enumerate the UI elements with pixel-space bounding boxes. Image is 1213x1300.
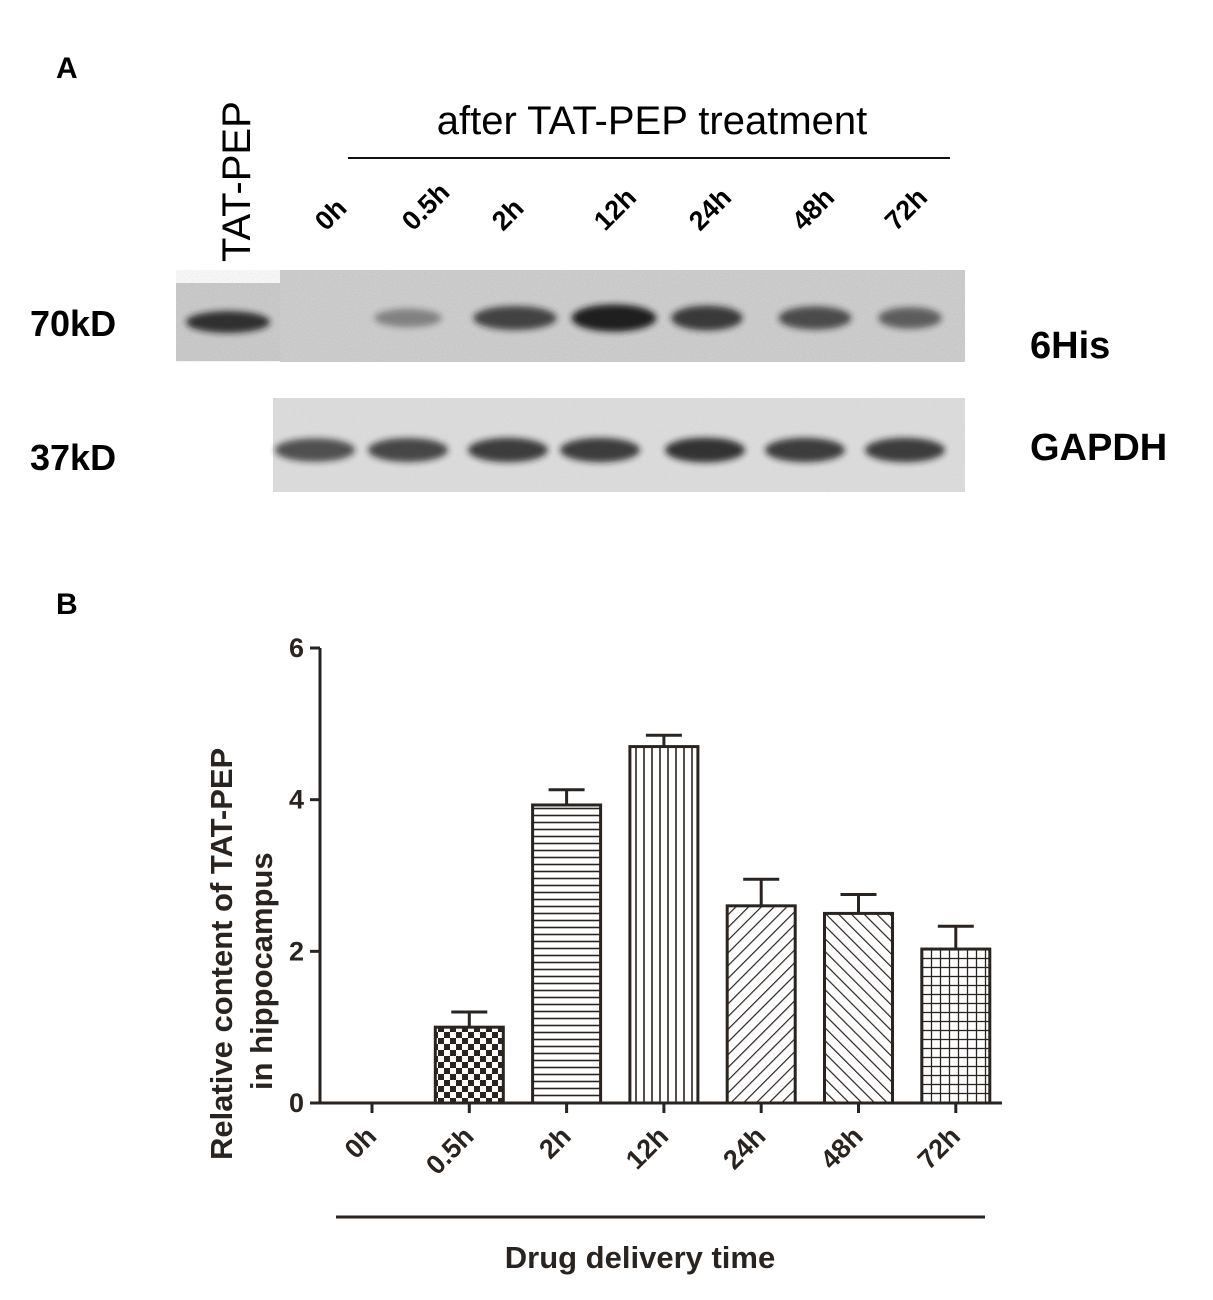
marker-70kd: 70kD (30, 303, 116, 344)
band-gapdh-24h (665, 437, 745, 463)
reference-lane-label: TAT-PEP (215, 101, 259, 262)
band-6his-48h (778, 306, 852, 330)
x-tick-label-72h: 72h (912, 1121, 966, 1175)
x-tick-label-2h: 2h (533, 1121, 576, 1164)
y-axis-title-line1: Relative content of TAT-PEP (204, 748, 239, 1160)
panel-b-letter: B (56, 588, 78, 621)
x-tick-label-0h: 0h (339, 1121, 382, 1164)
blot-6his (176, 270, 965, 362)
label-6his: 6His (1030, 325, 1110, 367)
lane-label-2h: 2h (486, 193, 529, 236)
band-6his-reference (186, 311, 270, 333)
band-6his-12h (571, 304, 657, 332)
y-tick-label-2: 2 (289, 936, 304, 966)
band-gapdh-0h (275, 438, 355, 462)
lane-labels: 0h 0.5h 2h 12h 24h 48h 72h (309, 177, 933, 236)
band-6his-72h (878, 307, 942, 329)
band-6his-2h (473, 306, 557, 330)
lane-label-24h: 24h (683, 182, 737, 236)
band-gapdh-72h (865, 437, 945, 463)
x-tick-label-48h: 48h (815, 1121, 869, 1175)
y-tick-label-4: 4 (289, 785, 304, 815)
y-axis-ticks: 0 2 4 6 (289, 633, 320, 1118)
marker-37kd: 37kD (30, 437, 116, 478)
lane-label-72h: 72h (879, 182, 933, 236)
x-axis-ticks: 0h 0.5h 2h 12h 24h 48h 72h (339, 1103, 966, 1180)
band-gapdh-2h (468, 437, 548, 463)
y-axis-title-line2: in hippocampus (244, 852, 279, 1090)
lane-label-0h: 0h (309, 193, 352, 236)
band-gapdh-48h (765, 437, 845, 463)
lane-label-0.5h: 0.5h (396, 177, 455, 236)
panel-a-letter: A (56, 52, 78, 85)
bar-24h (725, 904, 797, 1105)
lane-label-12h: 12h (588, 182, 642, 236)
y-tick-label-6: 6 (289, 633, 304, 663)
bands-6his (186, 304, 942, 333)
label-gapdh: GAPDH (1030, 427, 1167, 469)
bar-12h (628, 745, 700, 1105)
bands-gapdh (275, 437, 945, 463)
bars (433, 733, 992, 1105)
x-tick-label-24h: 24h (717, 1121, 771, 1175)
x-tick-label-0.5h: 0.5h (420, 1121, 479, 1180)
y-tick-label-0: 0 (289, 1088, 304, 1118)
bar-48h (823, 911, 894, 1105)
bar-72h (920, 947, 992, 1105)
lane-label-48h: 48h (786, 182, 840, 236)
y-axis-title: Relative content of TAT-PEP (204, 748, 239, 1160)
band-6his-24h (671, 305, 743, 331)
band-gapdh-12h (560, 437, 640, 463)
band-gapdh-0.5h (368, 438, 448, 462)
bar-chart: 0 2 4 6 0h 0.5h 2h 12h 24h 48h 72h (289, 633, 1002, 1180)
blot-gapdh (273, 398, 965, 492)
treatment-header: after TAT-PEP treatment (437, 99, 868, 143)
bar-0.5h (433, 1025, 505, 1105)
x-axis-title: Drug delivery time (505, 1240, 775, 1275)
x-tick-label-12h: 12h (620, 1121, 674, 1175)
bar-2h (531, 803, 603, 1105)
band-6his-0.5h (374, 308, 442, 328)
